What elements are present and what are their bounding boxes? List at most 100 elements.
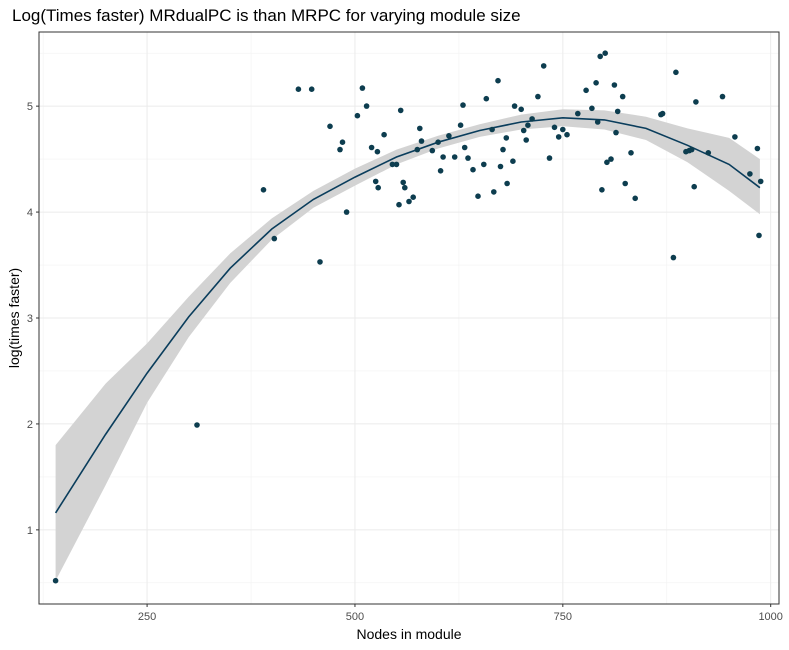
data-point bbox=[608, 156, 614, 162]
data-point bbox=[470, 166, 476, 173]
data-point bbox=[451, 154, 458, 160]
data-point bbox=[489, 126, 495, 133]
data-point bbox=[560, 126, 566, 133]
data-point bbox=[622, 180, 628, 187]
trend-line bbox=[54, 116, 761, 514]
data-point bbox=[460, 102, 466, 108]
data-point bbox=[525, 122, 531, 128]
trend-line-layer bbox=[54, 116, 761, 514]
data-point bbox=[414, 146, 421, 153]
data-point bbox=[260, 187, 267, 193]
data-point bbox=[520, 127, 527, 134]
data-point bbox=[483, 95, 490, 102]
y-axis-title: log(times faster) bbox=[6, 268, 22, 368]
y-tick-label: 3 bbox=[27, 313, 33, 325]
data-point bbox=[540, 63, 547, 69]
data-point bbox=[397, 107, 404, 114]
data-point bbox=[523, 137, 529, 143]
data-point bbox=[535, 93, 541, 100]
data-point bbox=[446, 133, 452, 139]
data-point bbox=[673, 69, 679, 76]
x-tick-label: 500 bbox=[346, 611, 364, 623]
data-point bbox=[418, 138, 425, 144]
data-point bbox=[410, 194, 417, 200]
data-point bbox=[589, 105, 595, 112]
data-point bbox=[518, 106, 524, 113]
data-point bbox=[688, 146, 695, 153]
data-point bbox=[503, 135, 510, 141]
data-point bbox=[611, 82, 618, 88]
data-point bbox=[417, 125, 423, 132]
data-point bbox=[495, 77, 501, 84]
data-point bbox=[628, 150, 634, 156]
data-point bbox=[693, 99, 699, 105]
data-point bbox=[435, 139, 441, 145]
data-point bbox=[343, 209, 350, 215]
data-point bbox=[363, 103, 370, 109]
data-point bbox=[732, 134, 738, 140]
data-point bbox=[602, 50, 608, 56]
data-point bbox=[429, 147, 436, 154]
data-point bbox=[295, 86, 302, 92]
data-point bbox=[381, 131, 387, 138]
data-point bbox=[583, 87, 589, 94]
x-tick-label: 250 bbox=[138, 611, 156, 623]
data-point bbox=[406, 198, 412, 205]
data-point bbox=[757, 178, 764, 185]
data-point bbox=[402, 184, 408, 191]
data-point bbox=[754, 145, 761, 152]
data-point bbox=[271, 235, 278, 242]
data-point bbox=[465, 155, 471, 161]
data-point bbox=[691, 183, 697, 190]
axis-ticks: 250 500 750 1000 1 2 3 4 5 bbox=[27, 101, 783, 623]
data-point bbox=[510, 158, 516, 164]
data-point bbox=[632, 195, 638, 202]
data-point bbox=[374, 148, 381, 155]
data-point bbox=[393, 161, 400, 168]
data-point bbox=[491, 189, 497, 195]
confidence-band bbox=[55, 109, 760, 581]
data-point bbox=[481, 161, 487, 168]
data-point bbox=[389, 161, 396, 168]
data-point bbox=[551, 124, 558, 131]
data-point bbox=[719, 93, 726, 100]
x-tick-label: 1000 bbox=[758, 611, 782, 623]
data-point bbox=[670, 254, 677, 261]
data-point bbox=[317, 259, 323, 265]
data-points bbox=[52, 50, 764, 584]
data-point bbox=[613, 129, 619, 136]
data-point bbox=[604, 159, 610, 166]
data-point bbox=[564, 131, 570, 138]
data-point bbox=[504, 180, 510, 187]
y-tick-label: 4 bbox=[27, 207, 33, 219]
data-point bbox=[705, 150, 712, 156]
data-point bbox=[400, 179, 407, 186]
data-point bbox=[511, 103, 518, 109]
x-tick-label: 750 bbox=[554, 611, 572, 623]
y-tick-label: 1 bbox=[27, 525, 33, 537]
data-point bbox=[327, 123, 333, 130]
data-point bbox=[52, 577, 59, 584]
data-point bbox=[437, 168, 444, 174]
data-point bbox=[756, 232, 762, 239]
data-point bbox=[375, 184, 382, 191]
data-point bbox=[599, 187, 605, 193]
data-point bbox=[594, 119, 601, 125]
data-point bbox=[368, 144, 375, 151]
y-tick-label: 5 bbox=[27, 101, 33, 113]
x-axis-title: Nodes in module bbox=[356, 626, 461, 642]
grid-lines bbox=[39, 32, 779, 604]
data-point bbox=[354, 112, 361, 119]
data-point bbox=[500, 146, 506, 153]
data-point bbox=[747, 171, 753, 177]
data-point bbox=[619, 93, 626, 100]
data-point bbox=[614, 108, 621, 115]
data-point bbox=[593, 80, 599, 86]
data-point bbox=[359, 85, 366, 91]
data-point bbox=[659, 110, 666, 117]
data-point bbox=[194, 422, 200, 428]
data-point bbox=[497, 163, 504, 170]
data-point bbox=[546, 155, 553, 161]
confidence-band-layer bbox=[55, 109, 760, 581]
